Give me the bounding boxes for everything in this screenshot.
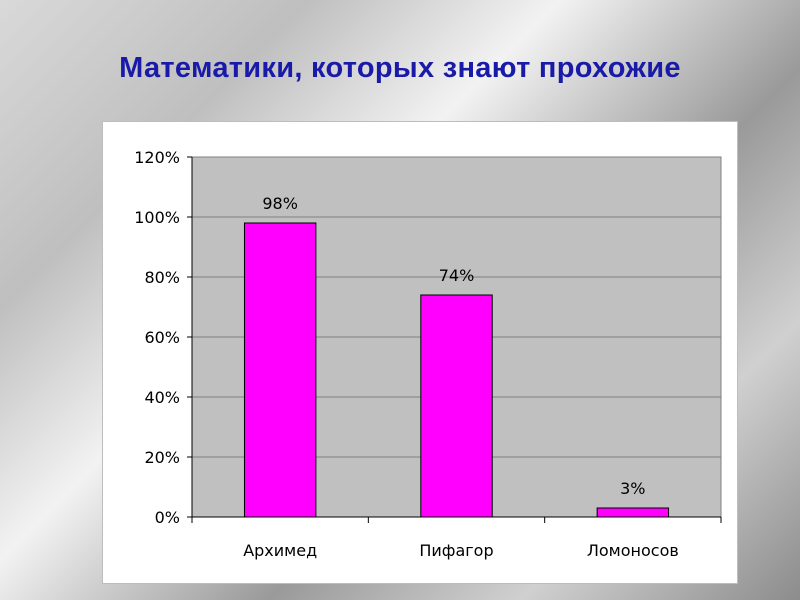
data-label: 3%	[620, 479, 645, 498]
bar	[420, 294, 493, 518]
bar-chart: 0% 20% 40% 60% 80% 100% 120% 98% Архимед 74% Пифаг…	[134, 148, 722, 560]
category-label: Пифагор	[419, 541, 493, 560]
y-tick-label: 40%	[144, 388, 180, 407]
data-label: 98%	[262, 194, 298, 213]
y-tick-label: 0%	[155, 508, 180, 527]
data-label: 74%	[439, 266, 475, 285]
chart-area: 0% 20% 40% 60% 80% 100% 120% 98% Архимед 74% Пифаг…	[102, 121, 738, 584]
bar	[243, 222, 317, 518]
category-label: Архимед	[243, 541, 317, 560]
slide-title: Математики, которых знают прохожие	[119, 52, 681, 84]
y-tick-label: 80%	[144, 268, 180, 287]
y-tick-label: 100%	[134, 208, 180, 227]
category-label: Ломоносов	[587, 541, 679, 560]
bar	[596, 507, 670, 518]
y-tick-label: 120%	[134, 148, 180, 167]
y-tick-label: 20%	[144, 448, 180, 467]
y-tick-label: 60%	[144, 328, 180, 347]
